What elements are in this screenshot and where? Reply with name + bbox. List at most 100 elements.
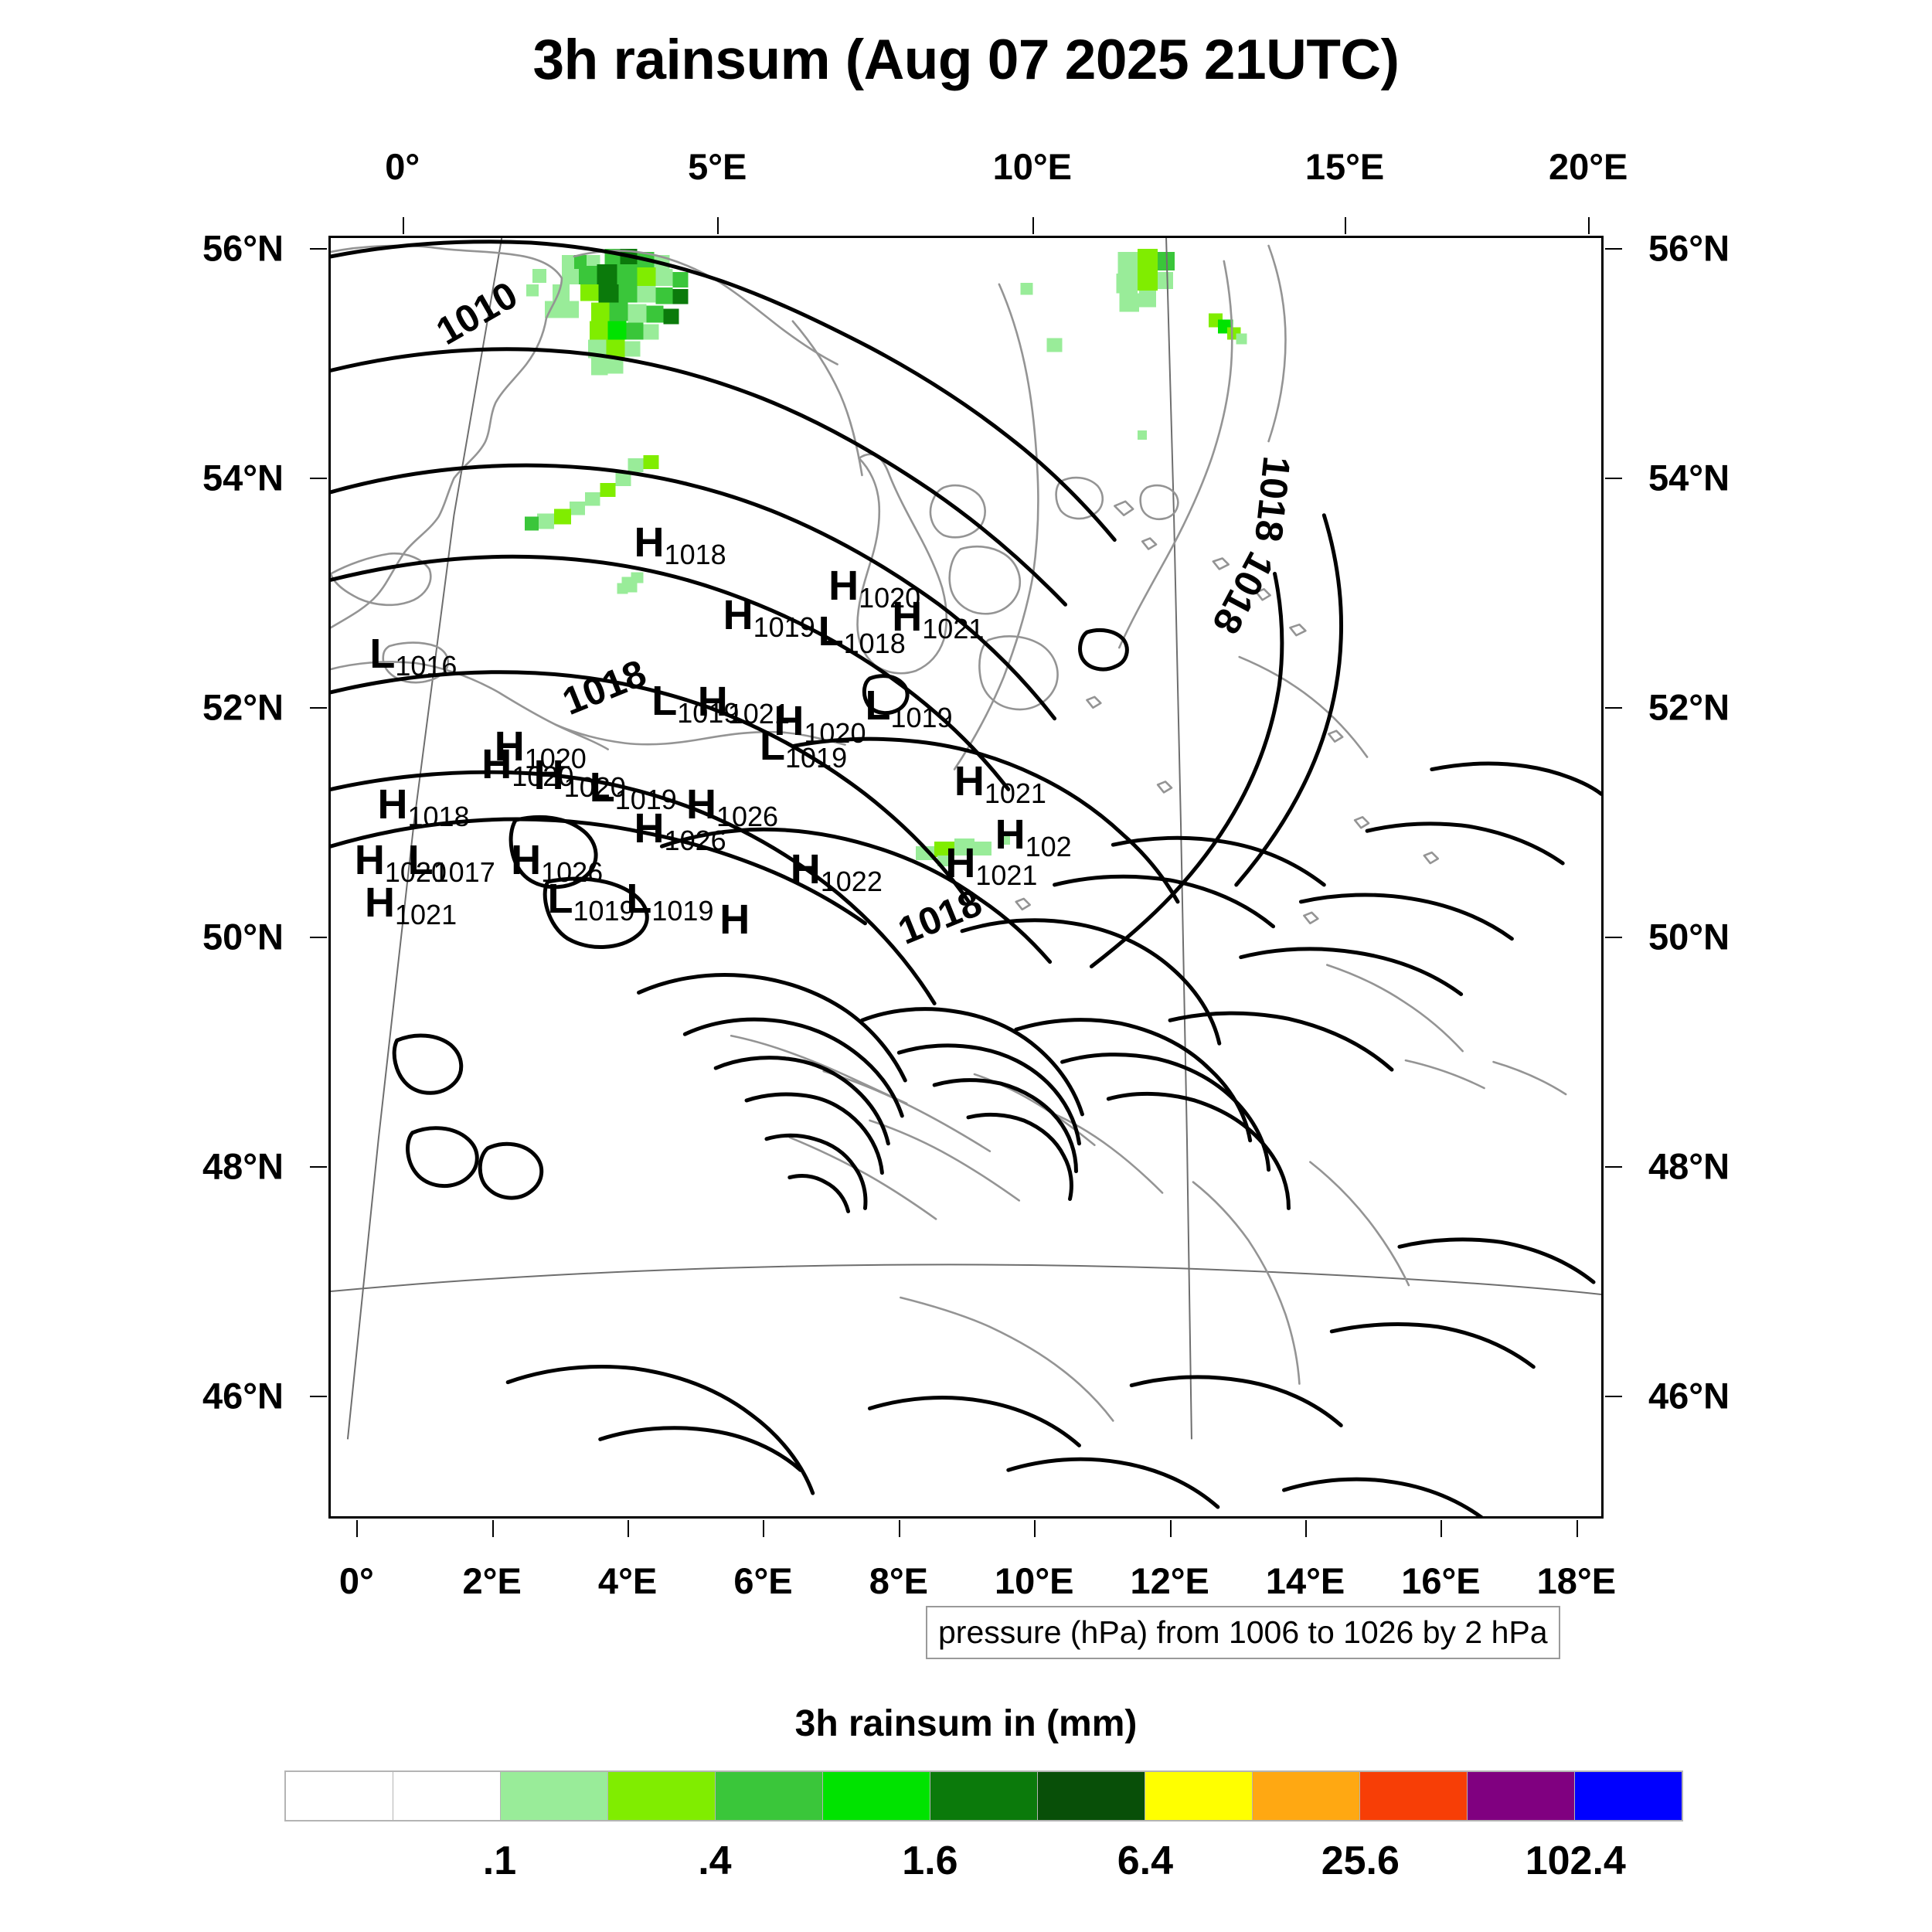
- pressure-marker-h-4: H1021: [892, 593, 984, 643]
- pressure-marker-layer: H1018H1020H1019L1018H1021L1016L1016H1018…: [331, 238, 1601, 1516]
- pressure-marker-symbol: L: [369, 630, 396, 677]
- pressure-marker-h-15: H1020: [533, 751, 626, 801]
- pressure-marker-value: 1019: [785, 741, 848, 774]
- pressure-marker-symbol: L: [626, 876, 652, 923]
- pressure-marker-h-8: H1020: [494, 723, 587, 773]
- axis-tick: [628, 1520, 630, 1537]
- axis-tick: [310, 707, 327, 709]
- graticule-layer: [331, 238, 1601, 1440]
- axis-tick: [1588, 217, 1590, 234]
- axis-tick: [1605, 1166, 1622, 1168]
- axis-tick: [898, 1520, 900, 1537]
- pressure-marker-value: 1020: [804, 717, 866, 750]
- pressure-marker-symbol: H: [354, 837, 385, 884]
- axis-label-left-2: 52°N: [202, 686, 284, 728]
- axis-label-bottom-6: 12°E: [1130, 1560, 1209, 1601]
- pressure-marker-l-22: L1017: [407, 837, 495, 886]
- pressure-marker-h-26: H1022: [791, 849, 883, 896]
- pressure-marker-symbol: L: [760, 722, 786, 769]
- pressure-marker-symbol: H: [719, 896, 750, 943]
- axis-label-right-4: 48°N: [1648, 1145, 1730, 1187]
- pressure-marker-value: 1021: [975, 859, 1038, 891]
- pressure-marker-l-13: L1019: [865, 685, 952, 732]
- colorbar-swatch-4: [715, 1772, 822, 1820]
- isobar-layer: [331, 240, 1601, 1516]
- pressure-marker-value: 102: [1025, 831, 1072, 863]
- axis-tick: [492, 1520, 494, 1537]
- axis-label-right-1: 54°N: [1648, 457, 1730, 498]
- pressure-marker-l-25: L1019: [626, 876, 713, 925]
- pressure-marker-h-17: H1021: [954, 757, 1046, 808]
- pressure-marker-symbol: H: [494, 723, 525, 770]
- pressure-marker-value: 1018: [664, 538, 726, 570]
- axis-label-top-0: 0°: [385, 146, 420, 187]
- pressure-marker-value: 1021: [922, 612, 985, 645]
- axis-tick: [1605, 707, 1622, 709]
- colorbar-tick-6.4: 6.4: [1117, 1838, 1173, 1883]
- pressure-marker-symbol: L: [407, 837, 434, 884]
- axis-tick: [1605, 247, 1622, 250]
- pressure-marker-symbol: H: [377, 781, 408, 828]
- coastline-layer: [331, 244, 1567, 1422]
- pressure-marker-symbol: H: [828, 562, 859, 609]
- pressure-marker-symbol: H: [995, 811, 1026, 859]
- pressure-marker-symbol: H: [685, 781, 716, 828]
- pressure-caption: pressure (hPa) from 1006 to 1026 by 2 hP…: [926, 1606, 1560, 1659]
- colorbar-tick-25.6: 25.6: [1321, 1838, 1400, 1883]
- map-canvas: 1010 1018 1018 1018 1018: [331, 238, 1601, 1516]
- pressure-marker-symbol: H: [954, 757, 985, 804]
- pressure-marker-value: 1020: [512, 760, 574, 793]
- pressure-marker-value: 1021: [395, 899, 457, 931]
- pressure-marker-symbol: L: [547, 876, 573, 923]
- pressure-marker-symbol: H: [533, 751, 564, 798]
- pressure-marker-symbol: H: [634, 519, 665, 566]
- axis-label-right-5: 46°N: [1648, 1375, 1730, 1417]
- map-frame[interactable]: 1010 1018 1018 1018 1018 H1018 H1020 H1019…: [328, 236, 1604, 1519]
- axis-tick: [1440, 1520, 1443, 1537]
- colorbar-swatch-8: [1145, 1772, 1252, 1820]
- axis-label-bottom-2: 4°E: [597, 1560, 658, 1601]
- axis-tick: [402, 217, 404, 234]
- pressure-marker-symbol: H: [723, 591, 753, 638]
- axis-tick: [1032, 217, 1034, 234]
- axis-tick: [1605, 937, 1622, 939]
- axis-tick: [356, 1520, 359, 1537]
- colorbar-swatch-6: [930, 1772, 1037, 1820]
- pressure-marker-symbol: L: [651, 677, 678, 724]
- axis-label-right-2: 52°N: [1648, 686, 1730, 728]
- axis-label-top-4: 20°E: [1548, 146, 1628, 187]
- axis-label-top-3: 15°E: [1304, 146, 1385, 187]
- pressure-marker-l-24: L1019: [547, 876, 634, 925]
- axis-tick: [310, 247, 327, 250]
- pressure-marker-h-19: H1026: [634, 808, 726, 855]
- pressure-marker-h-27: H1021: [945, 842, 1037, 889]
- axis-tick: [1576, 1520, 1578, 1537]
- axis-tick: [1305, 1520, 1308, 1537]
- pressure-marker-value: 1026: [664, 825, 726, 857]
- pressure-marker-value: 1019: [677, 696, 740, 729]
- pressure-marker-h-21: H1020: [354, 837, 447, 886]
- precipitation-layer: [525, 248, 1247, 867]
- colorbar-tick-102.4: 102.4: [1525, 1838, 1626, 1883]
- pressure-marker-symbol: H: [365, 879, 396, 927]
- colorbar-swatch-3: [607, 1772, 715, 1820]
- colorbar-swatch-2: [500, 1772, 607, 1820]
- colorbar-swatch-11: [1467, 1772, 1574, 1820]
- pressure-marker-h-29: H: [719, 899, 750, 940]
- pressure-marker-value: 1026: [716, 800, 779, 832]
- axis-label-left-4: 48°N: [202, 1145, 284, 1187]
- pressure-marker-value: 1017: [433, 856, 495, 889]
- axis-label-bottom-9: 18°E: [1536, 1560, 1617, 1601]
- colorbar-swatch-7: [1037, 1772, 1145, 1820]
- colorbar[interactable]: [284, 1770, 1683, 1821]
- axis-tick: [310, 1396, 327, 1398]
- colorbar-tick-1.6: 1.6: [902, 1838, 958, 1883]
- pressure-marker-l-10: L1019: [651, 677, 739, 727]
- axis-tick: [1169, 1520, 1172, 1537]
- pressure-marker-symbol: L: [818, 608, 844, 655]
- pressure-marker-value: 1019: [890, 702, 953, 734]
- pressure-marker-symbol: H: [511, 837, 542, 884]
- pressure-marker-symbol: H: [774, 698, 804, 745]
- pressure-marker-symbol: H: [892, 593, 923, 640]
- pressure-marker-l-12: L1019: [760, 722, 847, 772]
